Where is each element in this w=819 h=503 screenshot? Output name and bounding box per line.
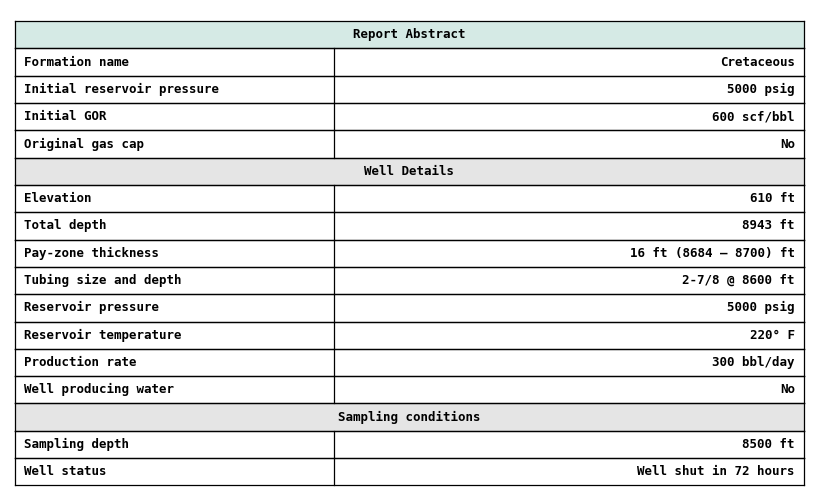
Bar (334, 239, 804, 267)
Text: Reservoir pressure: Reservoir pressure (25, 301, 159, 314)
Bar (334, 321, 804, 349)
Text: Cretaceous: Cretaceous (720, 56, 794, 68)
Bar (15, 294, 334, 321)
Bar (15, 458, 334, 485)
Text: No: No (780, 137, 794, 150)
Text: 16 ft (8684 – 8700) ft: 16 ft (8684 – 8700) ft (630, 247, 794, 260)
Text: Original gas cap: Original gas cap (25, 137, 144, 150)
Text: Formation name: Formation name (25, 56, 129, 68)
Bar (15, 21, 804, 48)
Bar (15, 431, 334, 458)
Bar (15, 212, 334, 239)
Text: 5000 psig: 5000 psig (727, 83, 794, 96)
Text: 610 ft: 610 ft (749, 192, 794, 205)
Text: Sampling depth: Sampling depth (25, 438, 129, 451)
Text: 5000 psig: 5000 psig (727, 301, 794, 314)
Text: 2-7/8 @ 8600 ft: 2-7/8 @ 8600 ft (682, 274, 794, 287)
Text: Well shut in 72 hours: Well shut in 72 hours (637, 465, 794, 478)
Bar (15, 48, 334, 76)
Text: Reservoir temperature: Reservoir temperature (25, 328, 182, 342)
Bar (334, 185, 804, 212)
Bar (15, 239, 334, 267)
Bar (15, 349, 334, 376)
Text: Well producing water: Well producing water (25, 383, 174, 396)
Bar (334, 431, 804, 458)
Bar (334, 376, 804, 403)
Bar (15, 185, 334, 212)
Bar (334, 212, 804, 239)
Text: Initial GOR: Initial GOR (25, 110, 106, 123)
Bar (15, 376, 334, 403)
Text: Production rate: Production rate (25, 356, 137, 369)
Text: Tubing size and depth: Tubing size and depth (25, 274, 182, 287)
Text: Pay-zone thickness: Pay-zone thickness (25, 246, 159, 260)
Text: Sampling conditions: Sampling conditions (338, 410, 481, 424)
Bar (334, 130, 804, 157)
Bar (334, 103, 804, 130)
Bar (334, 294, 804, 321)
Bar (15, 321, 334, 349)
Text: 300 bbl/day: 300 bbl/day (713, 356, 794, 369)
Bar (15, 157, 804, 185)
Bar (15, 403, 804, 431)
Text: 8943 ft: 8943 ft (742, 219, 794, 232)
Text: Elevation: Elevation (25, 192, 92, 205)
Bar (15, 76, 334, 103)
Text: Well status: Well status (25, 465, 106, 478)
Text: Report Abstract: Report Abstract (353, 28, 466, 41)
Bar (334, 48, 804, 76)
Bar (334, 267, 804, 294)
Text: 8500 ft: 8500 ft (742, 438, 794, 451)
Bar (15, 267, 334, 294)
Bar (15, 130, 334, 157)
Bar (15, 103, 334, 130)
Text: 600 scf/bbl: 600 scf/bbl (713, 110, 794, 123)
Bar (334, 458, 804, 485)
Text: Initial reservoir pressure: Initial reservoir pressure (25, 83, 219, 96)
Text: No: No (780, 383, 794, 396)
Bar (334, 76, 804, 103)
Text: Well Details: Well Details (364, 165, 455, 178)
Text: 220° F: 220° F (749, 328, 794, 342)
Bar (334, 349, 804, 376)
Text: Total depth: Total depth (25, 219, 106, 232)
